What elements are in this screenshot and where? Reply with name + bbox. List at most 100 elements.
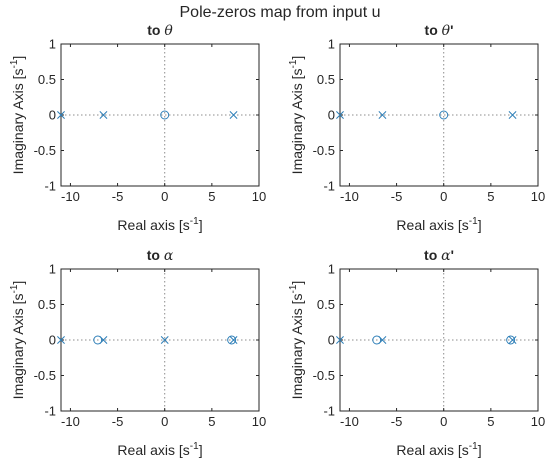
subplot-title: to α': [424, 247, 454, 264]
y-tick-label: 1: [49, 262, 56, 277]
x-tick-label: 0: [161, 414, 168, 429]
subplot-title-symbol: α: [164, 248, 174, 264]
x-axis-label-end: ]: [199, 442, 203, 458]
pole-marker: [57, 111, 65, 119]
y-tick-label: 0.5: [317, 297, 335, 312]
subplot-title: to θ: [147, 22, 173, 39]
y-axis-label-end: ]: [289, 281, 305, 285]
x-tick-label: -5: [112, 189, 124, 204]
pole-marker: [160, 336, 169, 344]
x-tick-label: -10: [61, 189, 80, 204]
x-tick-label: 5: [487, 414, 494, 429]
y-axis-label-end: ]: [10, 56, 26, 60]
zero-marker: [439, 110, 449, 120]
x-axis-label-end: ]: [478, 217, 482, 233]
y-axis-label: Imaginary Axis [s-1]: [288, 56, 305, 175]
y-axis-label-end: ]: [10, 281, 26, 285]
y-tick-label: -0.5: [313, 143, 335, 158]
pole-marker: [336, 111, 344, 119]
y-tick-label: 1: [49, 37, 56, 52]
subplot-title-symbol: θ: [442, 23, 451, 39]
subplot-title-prefix: to: [147, 247, 164, 263]
y-tick-label: -0.5: [313, 368, 335, 383]
subplot-title-prefix: to: [147, 22, 164, 38]
pole-marker: [508, 111, 517, 119]
subplot-title-prefix: to: [425, 22, 442, 38]
x-tick-label: -5: [391, 189, 403, 204]
y-tick-label: -1: [44, 179, 56, 194]
x-tick-label: 0: [440, 189, 447, 204]
x-tick-label: 0: [161, 189, 168, 204]
y-axis-label-exponent: -1: [9, 284, 20, 293]
x-tick-label: -10: [340, 414, 359, 429]
y-tick-label: -0.5: [34, 368, 56, 383]
x-axis-label-exponent: -1: [469, 441, 478, 452]
x-tick-label: 5: [208, 414, 215, 429]
y-axis-label-exponent: -1: [9, 59, 20, 68]
x-tick-label: -10: [340, 189, 359, 204]
pole-marker: [336, 336, 344, 344]
x-tick-label: 10: [252, 189, 266, 204]
x-axis-label-text: Real axis [s: [396, 217, 468, 233]
y-tick-label: -1: [323, 179, 335, 194]
zero-marker: [160, 110, 170, 120]
subplot-title: to θ': [425, 22, 454, 39]
y-axis-label-text: Imaginary Axis [s: [289, 68, 305, 174]
x-axis-label-exponent: -1: [469, 216, 478, 227]
y-tick-label: 0: [49, 108, 56, 123]
x-tick-label: 10: [531, 414, 545, 429]
y-tick-label: 1: [328, 262, 335, 277]
y-axis-label-text: Imaginary Axis [s: [10, 68, 26, 174]
y-tick-label: 0.5: [317, 72, 335, 87]
y-tick-label: 1: [328, 37, 335, 52]
pole-marker: [229, 336, 238, 344]
y-axis-label: Imaginary Axis [s-1]: [288, 281, 305, 400]
x-tick-label: -5: [112, 414, 124, 429]
y-tick-label: 0.5: [38, 297, 56, 312]
y-axis-label-exponent: -1: [288, 284, 299, 293]
y-axis-label-end: ]: [289, 56, 305, 60]
x-axis-label: Real axis [s-1]: [117, 441, 202, 458]
pole-marker: [99, 111, 108, 119]
pole-marker: [229, 111, 238, 119]
zero-marker: [93, 335, 103, 345]
x-tick-label: 10: [252, 414, 266, 429]
subplot-title-suffix: ': [451, 247, 454, 263]
subplot-title-symbol: α: [441, 248, 451, 264]
y-axis-label-text: Imaginary Axis [s: [289, 293, 305, 399]
subplot-title: to α: [147, 247, 174, 264]
x-axis-label-text: Real axis [s: [117, 442, 189, 458]
y-tick-label: 0: [49, 333, 56, 348]
x-axis-label-end: ]: [199, 217, 203, 233]
pole-marker: [57, 336, 65, 344]
y-axis-label-text: Imaginary Axis [s: [10, 293, 26, 399]
pole-marker: [378, 111, 387, 119]
y-tick-label: 0: [328, 333, 335, 348]
x-axis-label-end: ]: [478, 442, 482, 458]
y-axis-label: Imaginary Axis [s-1]: [9, 281, 26, 400]
x-axis-label: Real axis [s-1]: [396, 441, 481, 458]
x-tick-label: -10: [61, 414, 80, 429]
x-axis-label: Real axis [s-1]: [117, 216, 202, 233]
zero-marker: [227, 335, 237, 345]
x-axis-label-text: Real axis [s: [117, 217, 189, 233]
x-axis-label-text: Real axis [s: [396, 442, 468, 458]
zero-marker: [506, 335, 516, 345]
y-axis-label: Imaginary Axis [s-1]: [9, 56, 26, 175]
subplot-title-suffix: ': [450, 22, 453, 38]
figure-title: Pole-zeros map from input u: [180, 4, 381, 21]
x-tick-label: 0: [440, 414, 447, 429]
x-axis-label-exponent: -1: [190, 216, 199, 227]
y-tick-label: -1: [323, 404, 335, 419]
y-tick-label: -1: [44, 404, 56, 419]
x-tick-label: -5: [391, 414, 403, 429]
x-tick-label: 5: [208, 189, 215, 204]
x-tick-label: 10: [531, 189, 545, 204]
pole-marker: [508, 336, 517, 344]
x-tick-label: 5: [487, 189, 494, 204]
